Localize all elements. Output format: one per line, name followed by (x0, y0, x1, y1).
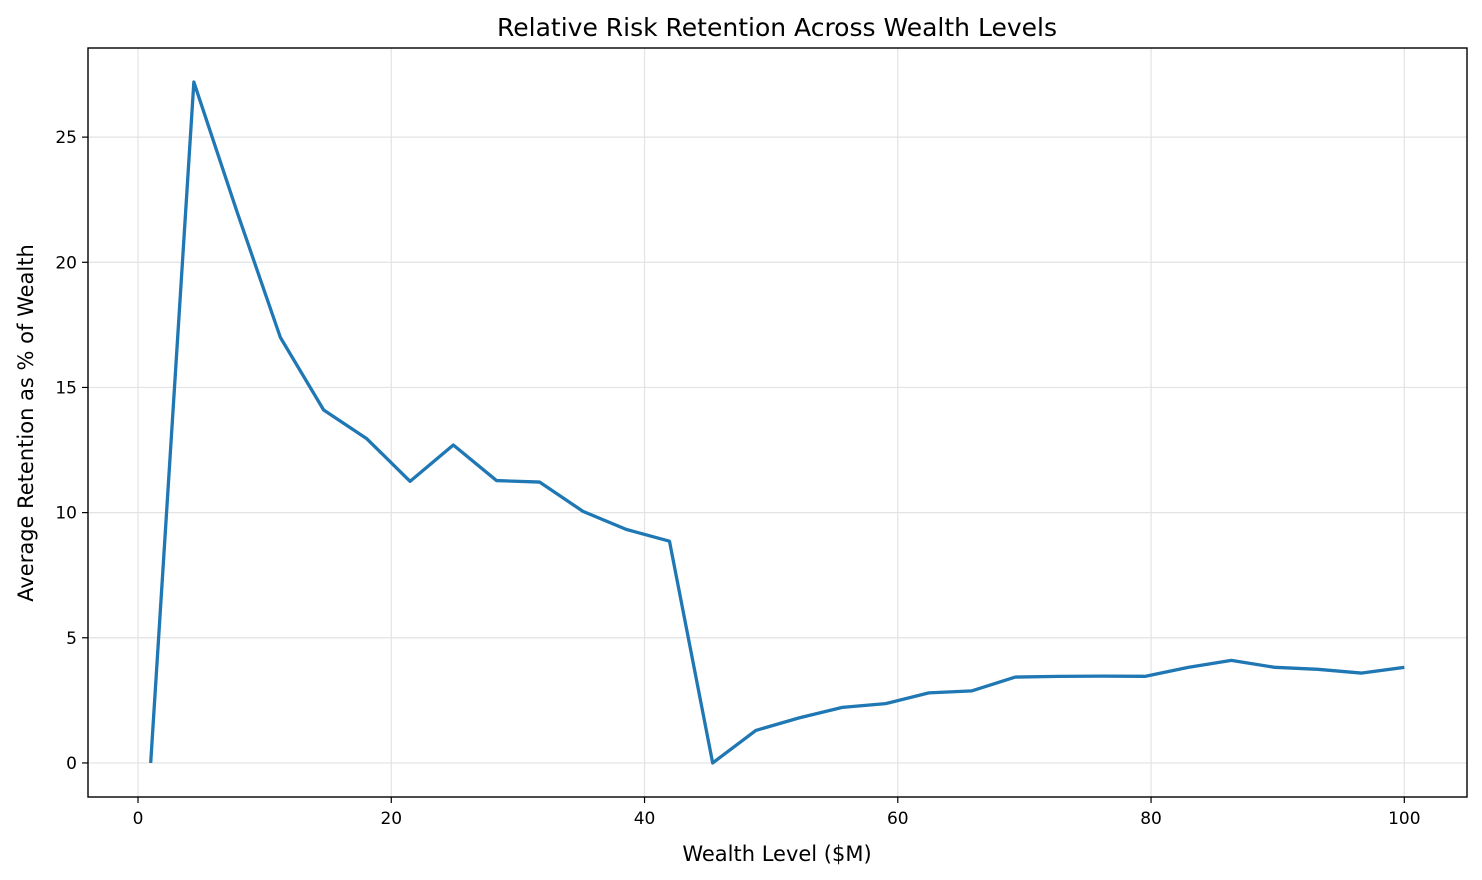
y-tick-label: 0 (66, 754, 77, 774)
x-tick-label: 0 (133, 809, 144, 829)
x-axis: 0 20 40 60 80 100 (133, 797, 1421, 829)
y-axis: 0 5 10 15 20 25 (55, 128, 88, 774)
series-layer (149, 80, 1405, 765)
x-tick-label: 100 (1388, 809, 1420, 829)
y-tick-label: 10 (55, 504, 77, 524)
y-tick-label: 5 (66, 629, 77, 649)
x-tick-label: 40 (634, 809, 656, 829)
y-tick-label: 20 (55, 253, 77, 273)
grid (88, 48, 1467, 797)
series-line (149, 80, 1405, 765)
y-axis-label: Average Retention as % of Wealth (14, 244, 38, 602)
y-tick-label: 15 (55, 378, 77, 398)
chart-title: Relative Risk Retention Across Wealth Le… (497, 13, 1057, 42)
x-tick-label: 80 (1140, 809, 1162, 829)
x-axis-label: Wealth Level ($M) (682, 842, 871, 866)
y-tick-label: 25 (55, 128, 77, 148)
plot-frame (87, 47, 1468, 798)
x-tick-label: 20 (380, 809, 402, 829)
x-tick-label: 60 (887, 809, 909, 829)
